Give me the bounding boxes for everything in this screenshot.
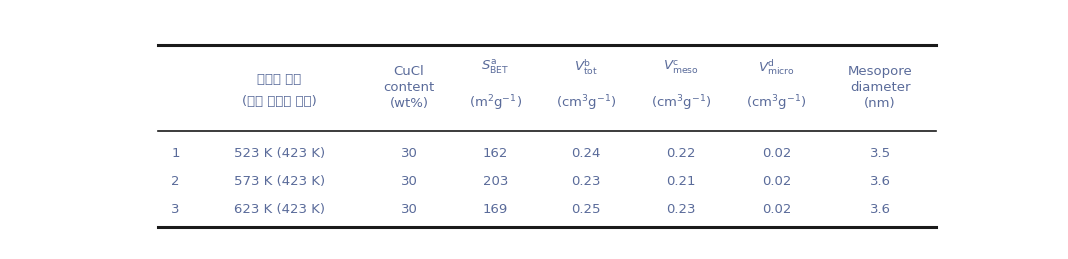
Text: $S_{\mathrm{BET}}^{\mathrm{a}}$: $S_{\mathrm{BET}}^{\mathrm{a}}$ [482,58,509,76]
Text: 573 K (423 K): 573 K (423 K) [234,175,325,188]
Text: $V_{\mathrm{meso}}^{\mathrm{c}}$: $V_{\mathrm{meso}}^{\mathrm{c}}$ [663,58,700,76]
Text: (사전 열처리 온도): (사전 열처리 온도) [242,95,317,108]
Text: 0.02: 0.02 [761,203,791,216]
Text: (nm): (nm) [864,97,896,110]
Text: 30: 30 [400,147,418,160]
Text: 0.24: 0.24 [571,147,601,160]
Text: 2: 2 [171,175,179,188]
Text: $V_{\mathrm{tot}}^{\mathrm{b}}$: $V_{\mathrm{tot}}^{\mathrm{b}}$ [575,57,598,77]
Text: 523 K (423 K): 523 K (423 K) [234,147,325,160]
Text: (cm$^{3}$g$^{-1}$): (cm$^{3}$g$^{-1}$) [556,93,616,113]
Text: 30: 30 [400,203,418,216]
Text: 3.6: 3.6 [869,175,891,188]
Text: content: content [383,81,435,95]
Text: diameter: diameter [850,81,910,95]
Text: 169: 169 [483,203,508,216]
Text: 열분산 온도: 열분산 온도 [257,74,301,87]
Text: 30: 30 [400,175,418,188]
Text: 0.22: 0.22 [666,147,696,160]
Text: 0.23: 0.23 [666,203,696,216]
Text: 3.6: 3.6 [869,203,891,216]
Text: 623 K (423 K): 623 K (423 K) [234,203,325,216]
Text: CuCl: CuCl [394,66,424,78]
Text: 3.5: 3.5 [869,147,891,160]
Text: (cm$^{3}$g$^{-1}$): (cm$^{3}$g$^{-1}$) [747,93,806,113]
Text: (wt%): (wt%) [390,97,428,110]
Text: (m$^{2}$g$^{-1}$): (m$^{2}$g$^{-1}$) [469,93,522,113]
Text: 203: 203 [483,175,508,188]
Text: 0.21: 0.21 [666,175,696,188]
Text: 0.02: 0.02 [761,147,791,160]
Text: 162: 162 [483,147,508,160]
Text: 0.25: 0.25 [571,203,601,216]
Text: 1: 1 [171,147,179,160]
Text: 0.02: 0.02 [761,175,791,188]
Text: (cm$^{3}$g$^{-1}$): (cm$^{3}$g$^{-1}$) [651,93,711,113]
Text: 0.23: 0.23 [571,175,601,188]
Text: $V_{\mathrm{micro}}^{\mathrm{d}}$: $V_{\mathrm{micro}}^{\mathrm{d}}$ [758,57,795,77]
Text: 3: 3 [171,203,179,216]
Text: Mesopore: Mesopore [848,66,912,78]
